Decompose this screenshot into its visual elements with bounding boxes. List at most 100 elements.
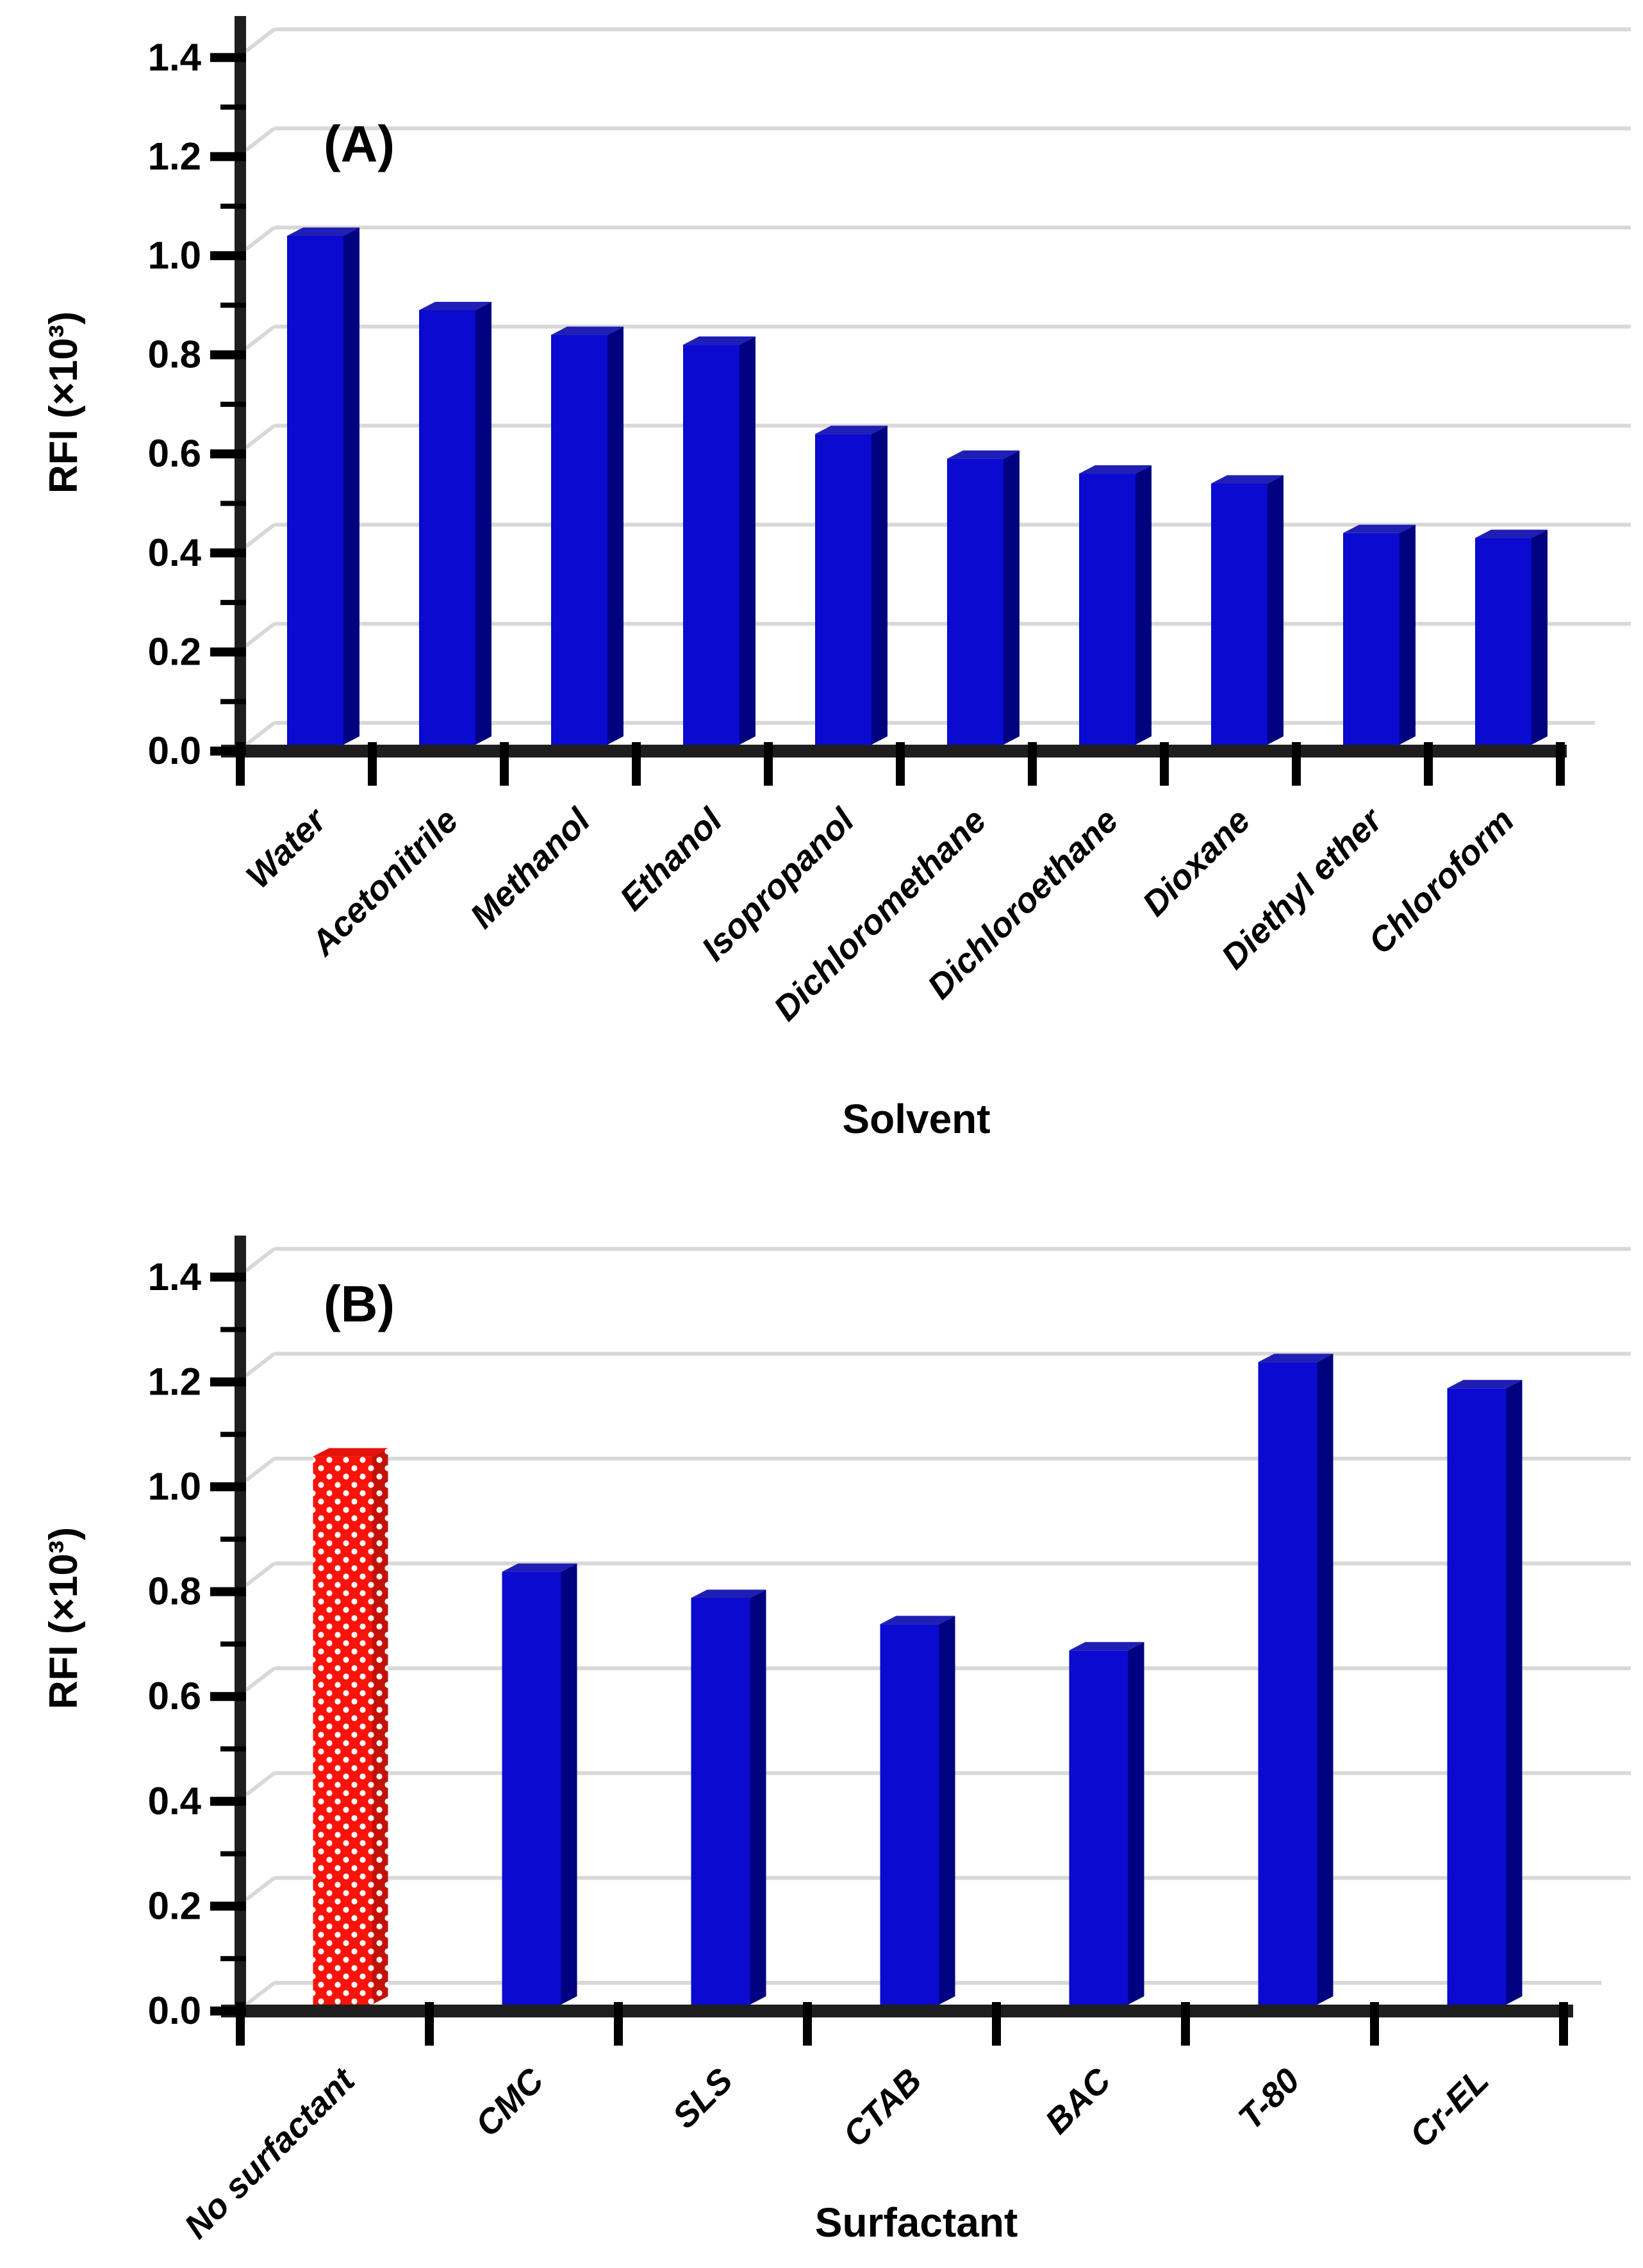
bar-isopropanol bbox=[815, 426, 888, 745]
gridline-stub bbox=[245, 523, 276, 549]
category-label-bac: BAC bbox=[1038, 2060, 1119, 2141]
y-tick-label-0.0: 0.0 bbox=[148, 729, 201, 772]
bar-front-face bbox=[1069, 1650, 1128, 2005]
y-tick-label-0.6: 0.6 bbox=[148, 432, 201, 475]
bar-side-face bbox=[750, 1589, 766, 2005]
y-tick-label-1.4: 1.4 bbox=[148, 1255, 202, 1298]
bar-top-face bbox=[1258, 1353, 1333, 1362]
y-tick-label-0.6: 0.6 bbox=[148, 1675, 201, 1718]
bar-no-surfactant bbox=[313, 1448, 388, 2005]
bar-front-face bbox=[1211, 483, 1267, 745]
gridline-stub bbox=[245, 226, 276, 251]
y-tick-label-1.0: 1.0 bbox=[148, 1465, 201, 1508]
bar-front-face bbox=[1079, 474, 1135, 745]
y-ticks bbox=[210, 1272, 246, 2016]
bar-top-face bbox=[287, 228, 359, 236]
category-label-water: Water bbox=[239, 800, 335, 896]
bar-side-face bbox=[1128, 1642, 1144, 2005]
bar-front-face bbox=[502, 1571, 561, 2005]
category-label-ctab: CTAB bbox=[836, 2061, 929, 2155]
category-label-ethanol: Ethanol bbox=[613, 800, 730, 918]
bar-front-face bbox=[815, 434, 871, 745]
bar-side-face bbox=[607, 326, 623, 745]
category-label-no-surfactant: No surfactant bbox=[177, 2060, 363, 2246]
bar-top-face bbox=[1069, 1642, 1144, 1651]
category-label-sls: SLS bbox=[665, 2061, 740, 2136]
bar-top-face bbox=[502, 1563, 577, 1572]
y-ticks bbox=[210, 53, 246, 756]
x-axis-line bbox=[221, 2005, 1573, 2017]
bar-top-face bbox=[1343, 524, 1416, 533]
panel-a-solvent-chart: 0.0 0.2 0.4 0.6 0.8 1.0 1.2 1.4 Water Acetonitril… bbox=[42, 16, 1631, 1142]
gridline-stub bbox=[245, 1666, 276, 1692]
bar-methanol bbox=[551, 326, 623, 745]
bar-side-face bbox=[343, 228, 359, 745]
category-label-cr-el: Cr-EL bbox=[1403, 2061, 1496, 2155]
category-label-methanol: Methanol bbox=[463, 800, 598, 936]
gridline-stub bbox=[245, 1247, 276, 1273]
gridline-stub bbox=[245, 1457, 276, 1482]
bar-side-face bbox=[372, 1448, 388, 2005]
bar-side-face bbox=[871, 426, 888, 745]
bar-front-face bbox=[691, 1598, 750, 2005]
bar-top-face bbox=[683, 336, 755, 345]
category-label-dioxane: Dioxane bbox=[1135, 801, 1258, 923]
bar-top-face bbox=[880, 1616, 955, 1625]
bar-top-face bbox=[815, 426, 888, 435]
x-axis-line bbox=[221, 745, 1567, 757]
y-tick-label-0.2: 0.2 bbox=[148, 1884, 201, 1927]
bar-top-face bbox=[691, 1589, 766, 1598]
bar-side-face bbox=[1532, 529, 1548, 745]
bars bbox=[287, 228, 1548, 745]
bar-front-face bbox=[683, 345, 739, 745]
bar-side-face bbox=[561, 1563, 577, 2005]
bar-front-face bbox=[287, 236, 343, 745]
y-tick-labels: 0.0 0.2 0.4 0.6 0.8 1.0 1.2 1.4 bbox=[148, 1255, 202, 2032]
bar-side-face bbox=[1506, 1380, 1523, 2005]
bar-front-face bbox=[313, 1456, 372, 2005]
bar-chloroform bbox=[1475, 529, 1548, 745]
gridline-stub bbox=[245, 325, 276, 350]
category-label-cmc: CMC bbox=[468, 2060, 552, 2144]
floor-stub bbox=[245, 721, 276, 747]
y-axis-title-B: RFI (×10³) bbox=[42, 1527, 86, 1709]
y-tick-label-0.0: 0.0 bbox=[148, 1989, 201, 2032]
gridline-stub bbox=[245, 127, 276, 152]
x-ticks bbox=[236, 742, 1565, 786]
bar-cmc bbox=[502, 1563, 577, 2005]
gridline-stub bbox=[245, 28, 276, 53]
bar-acetonitrile bbox=[419, 301, 491, 745]
bar-top-face bbox=[1079, 465, 1152, 474]
y-tick-label-0.8: 0.8 bbox=[148, 333, 201, 376]
bar-top-face bbox=[1447, 1380, 1523, 1389]
y-axis-title-A: RFI (×10³) bbox=[42, 311, 86, 493]
bar-top-face bbox=[551, 326, 623, 335]
y-axis-line bbox=[235, 1236, 246, 2017]
bar-top-face bbox=[313, 1448, 388, 1457]
bar-diethyl-ether bbox=[1343, 524, 1416, 745]
bar-side-face bbox=[739, 336, 755, 745]
bar-cr-el bbox=[1447, 1380, 1523, 2005]
gridline-stub bbox=[245, 424, 276, 449]
bar-side-face bbox=[1267, 475, 1284, 745]
bar-ethanol bbox=[683, 336, 755, 745]
bar-front-face bbox=[880, 1624, 939, 2005]
gridline-stub bbox=[245, 1562, 276, 1587]
y-tick-label-1.4: 1.4 bbox=[148, 36, 202, 79]
bar-side-face bbox=[1399, 524, 1416, 745]
bar-t-80 bbox=[1258, 1353, 1333, 2005]
bar-bac bbox=[1069, 1642, 1144, 2005]
y-tick-label-0.2: 0.2 bbox=[148, 630, 201, 673]
y-tick-label-0.4: 0.4 bbox=[148, 531, 202, 574]
x-axis-title-A: Solvent bbox=[842, 1096, 990, 1142]
bar-top-face bbox=[947, 450, 1020, 459]
bar-side-face bbox=[1317, 1353, 1333, 2005]
bar-top-face bbox=[1211, 475, 1284, 484]
y-tick-labels: 0.0 0.2 0.4 0.6 0.8 1.0 1.2 1.4 bbox=[148, 36, 202, 772]
bar-side-face bbox=[1003, 450, 1020, 745]
gridline-stub bbox=[245, 1876, 276, 1901]
chart-canvas-B: 0.0 0.2 0.4 0.6 0.8 1.0 1.2 1.4 No surfactant CMC… bbox=[42, 1236, 1631, 2246]
